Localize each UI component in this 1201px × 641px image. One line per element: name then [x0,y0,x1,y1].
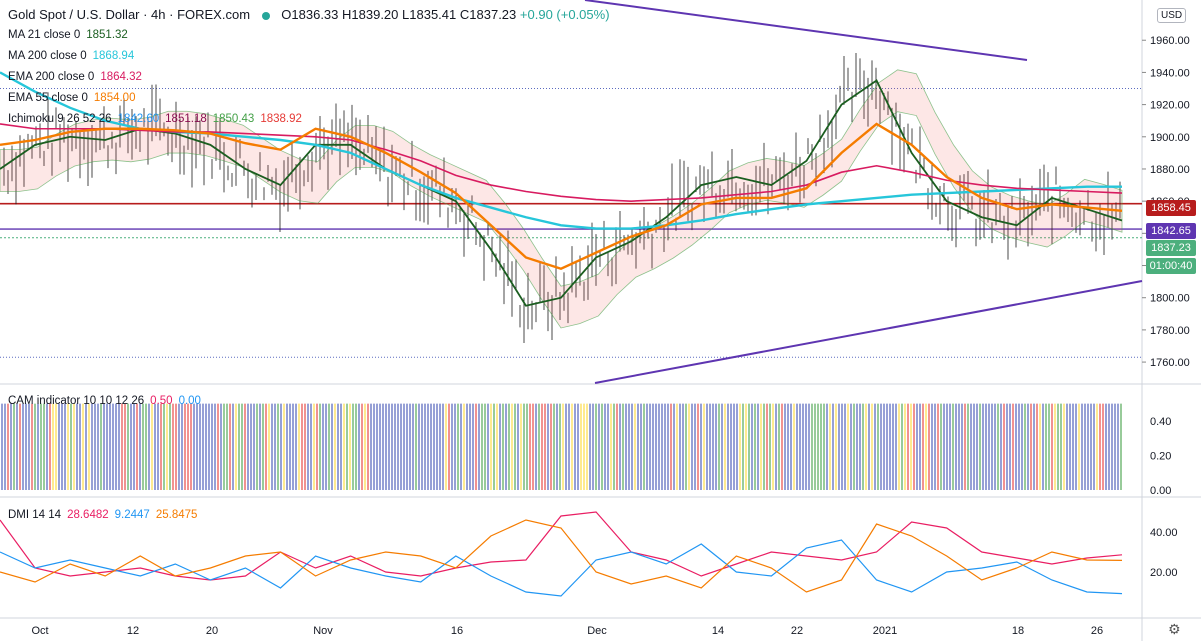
legend-label: DMI 14 14 [8,509,62,521]
legend-ichimoku[interactable]: Ichimoku 9 26 52 26 1842.60 1851.18 1850.43… [8,113,308,125]
legend-ma21[interactable]: MA 21 close 0 1851.32 [8,29,134,41]
legend-value: 1864.32 [100,71,142,83]
y-tick-label: 0.20 [1150,450,1171,462]
x-tick-label: 16 [451,625,463,637]
x-tick-label: 18 [1012,625,1024,637]
x-tick-label: 22 [791,625,803,637]
legend-value: 0.50 [150,395,173,407]
legend-label: EMA 200 close 0 [8,71,95,83]
y-tick-label: 1920.00 [1150,100,1190,112]
x-tick-label: 14 [712,625,724,637]
currency-badge[interactable]: USD [1157,8,1187,23]
y-tick-label: 20.00 [1150,567,1178,579]
x-tick-label: 12 [127,625,139,637]
x-tick-label: Oct [31,625,48,637]
legend-value: 1851.32 [86,29,128,41]
x-tick-label: 20 [206,625,218,637]
legend-dmi[interactable]: DMI 14 14 28.6482 9.2447 25.8475 [8,509,203,521]
y-tick-label: 0.00 [1150,485,1171,497]
legend-value: 1851.18 [165,113,207,125]
ohlc-open: O1836.33 [281,7,339,22]
ohlc-high: H1839.20 [342,7,399,22]
y-tick-label: 0.40 [1150,416,1171,428]
legend-value: 28.6482 [67,509,109,521]
legend-value: 1854.00 [93,92,136,104]
y-tick-label: 1760.00 [1150,357,1190,369]
ema55-line [0,122,1123,271]
legend-label: MA 200 close 0 [8,50,87,62]
ohlc-close: C1837.23 [459,7,517,22]
y-tick-label: 1940.00 [1150,67,1190,79]
y-tick-label: 1900.00 [1150,132,1190,144]
trendline-upper [584,0,1028,61]
chart-header: Gold Spot / U.S. Dollar · 4h · FOREX.com… [8,7,610,22]
x-tick-label: 2021 [873,625,897,637]
ichimoku-cloud [0,69,1123,329]
minus-di-line [0,519,1123,593]
legend-ma200[interactable]: MA 200 close 0 1868.94 [8,50,140,62]
y-tick-label: 40.00 [1150,527,1178,539]
y-tick-label: 1780.00 [1150,325,1190,337]
legend-label: MA 21 close 0 [8,29,81,41]
y-tick-label: 1880.00 [1150,164,1190,176]
countdown-tag: 01:00:40 [1146,258,1196,274]
legend-value: 9.2447 [114,509,150,521]
y-tick-label: 1960.00 [1150,35,1190,47]
ohlc-change: +0.90 (+0.05%) [519,7,610,22]
price-tag-level: 1842.65 [1146,223,1196,239]
market-status-icon [261,11,270,20]
legend-label: Ichimoku 9 26 52 26 [8,113,112,125]
x-tick-label: Nov [313,625,333,637]
x-tick-label: 26 [1091,625,1103,637]
legend-value: 25.8475 [155,509,198,521]
y-tick-label: 1800.00 [1150,293,1190,305]
legend-value: 1838.92 [260,113,302,125]
legend-value: 1850.43 [212,113,255,125]
plus-di-line [0,539,1123,597]
x-tick-label: Dec [587,625,607,637]
legend-cam[interactable]: CAM indicator 10 10 12 26 0.50 0.00 [8,395,207,407]
legend-label: CAM indicator 10 10 12 26 [8,395,145,407]
legend-value: 1842.60 [117,113,160,125]
gear-icon: ⚙ [1168,621,1181,637]
price-tag-resistance: 1858.45 [1146,200,1196,216]
ohlc-low: L1835.41 [402,7,457,22]
trendline-lower [594,280,1143,384]
legend-value: 1868.94 [92,50,135,62]
legend-label: EMA 55 close 0 [8,92,88,104]
symbol-title: Gold Spot / U.S. Dollar · 4h · FOREX.com [8,7,251,22]
adx-line [0,511,1123,581]
legend-value: 0.00 [178,395,201,407]
ma21-line [0,79,1123,307]
legend-ema200[interactable]: EMA 200 close 0 1864.32 [8,71,148,83]
price-tag-last: 1837.23 [1146,240,1196,256]
legend-ema55[interactable]: EMA 55 close 0 1854.00 [8,92,141,104]
